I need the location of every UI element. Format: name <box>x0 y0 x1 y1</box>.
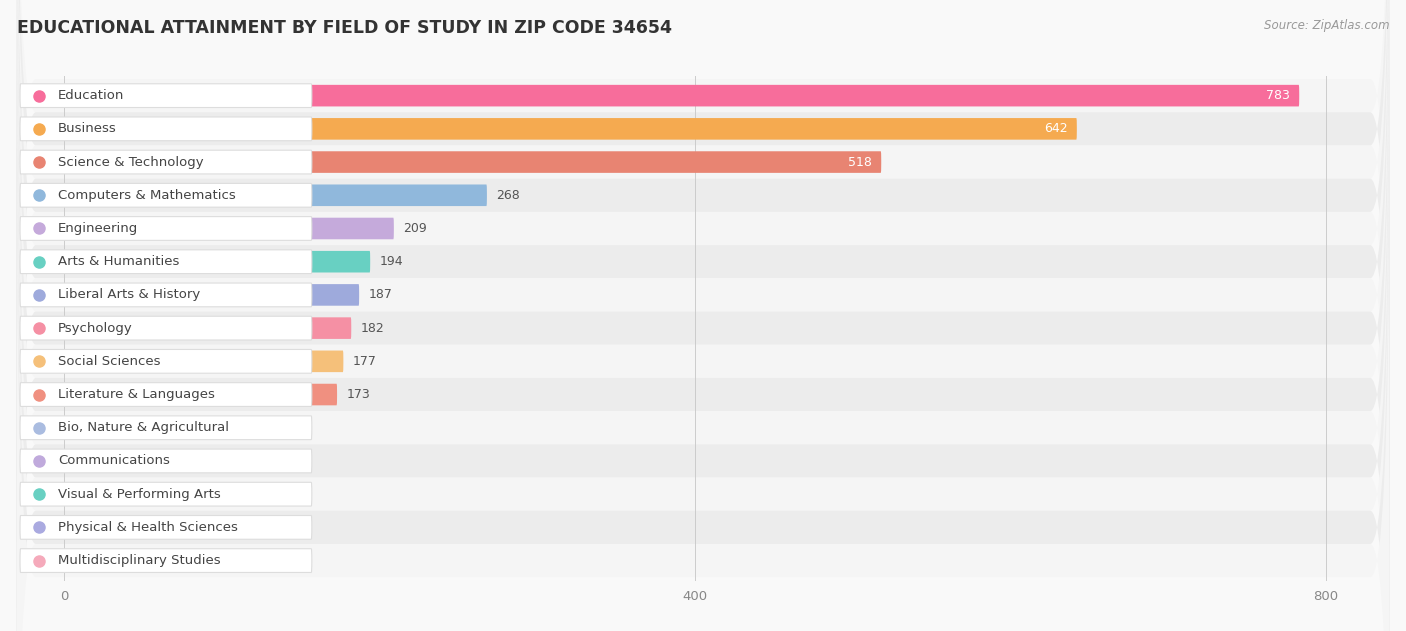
FancyBboxPatch shape <box>17 13 1389 631</box>
FancyBboxPatch shape <box>65 417 271 439</box>
Text: 642: 642 <box>1043 122 1067 136</box>
FancyBboxPatch shape <box>65 450 215 472</box>
FancyBboxPatch shape <box>20 150 312 174</box>
FancyBboxPatch shape <box>65 550 156 572</box>
FancyBboxPatch shape <box>17 46 1389 631</box>
FancyBboxPatch shape <box>65 151 882 173</box>
FancyBboxPatch shape <box>20 316 312 340</box>
FancyBboxPatch shape <box>20 382 312 406</box>
Text: Communications: Communications <box>58 454 170 468</box>
FancyBboxPatch shape <box>20 250 312 274</box>
Text: 518: 518 <box>848 156 872 168</box>
FancyBboxPatch shape <box>17 0 1389 577</box>
FancyBboxPatch shape <box>17 146 1389 631</box>
Text: Arts & Humanities: Arts & Humanities <box>58 255 179 268</box>
FancyBboxPatch shape <box>65 483 193 505</box>
FancyBboxPatch shape <box>20 549 312 572</box>
Text: 81: 81 <box>201 488 218 500</box>
Text: Visual & Performing Arts: Visual & Performing Arts <box>58 488 221 500</box>
FancyBboxPatch shape <box>20 482 312 506</box>
Text: 209: 209 <box>404 222 427 235</box>
Text: 194: 194 <box>380 255 404 268</box>
Text: Literature & Languages: Literature & Languages <box>58 388 215 401</box>
FancyBboxPatch shape <box>17 0 1389 610</box>
Text: 131: 131 <box>280 422 304 434</box>
Text: Business: Business <box>58 122 117 136</box>
FancyBboxPatch shape <box>17 0 1389 631</box>
FancyBboxPatch shape <box>20 283 312 307</box>
FancyBboxPatch shape <box>65 85 1299 107</box>
FancyBboxPatch shape <box>20 184 312 207</box>
FancyBboxPatch shape <box>20 350 312 373</box>
FancyBboxPatch shape <box>65 251 370 273</box>
Text: Liberal Arts & History: Liberal Arts & History <box>58 288 200 302</box>
FancyBboxPatch shape <box>65 317 352 339</box>
FancyBboxPatch shape <box>65 384 337 405</box>
FancyBboxPatch shape <box>65 118 1077 139</box>
Text: Social Sciences: Social Sciences <box>58 355 160 368</box>
Text: 58: 58 <box>165 554 181 567</box>
FancyBboxPatch shape <box>65 351 343 372</box>
Text: 67: 67 <box>180 521 195 534</box>
FancyBboxPatch shape <box>17 0 1389 478</box>
Text: 182: 182 <box>361 322 384 334</box>
Text: 177: 177 <box>353 355 377 368</box>
FancyBboxPatch shape <box>20 84 312 107</box>
Text: EDUCATIONAL ATTAINMENT BY FIELD OF STUDY IN ZIP CODE 34654: EDUCATIONAL ATTAINMENT BY FIELD OF STUDY… <box>17 19 672 37</box>
FancyBboxPatch shape <box>20 117 312 141</box>
Text: Engineering: Engineering <box>58 222 138 235</box>
FancyBboxPatch shape <box>65 184 486 206</box>
FancyBboxPatch shape <box>17 0 1389 631</box>
Text: Source: ZipAtlas.com: Source: ZipAtlas.com <box>1264 19 1389 32</box>
FancyBboxPatch shape <box>65 218 394 239</box>
FancyBboxPatch shape <box>20 449 312 473</box>
FancyBboxPatch shape <box>17 0 1389 631</box>
FancyBboxPatch shape <box>20 516 312 540</box>
Text: Computers & Mathematics: Computers & Mathematics <box>58 189 236 202</box>
Text: Bio, Nature & Agricultural: Bio, Nature & Agricultural <box>58 422 229 434</box>
Text: Psychology: Psychology <box>58 322 132 334</box>
FancyBboxPatch shape <box>17 79 1389 631</box>
FancyBboxPatch shape <box>17 112 1389 631</box>
FancyBboxPatch shape <box>17 179 1389 631</box>
Text: Science & Technology: Science & Technology <box>58 156 204 168</box>
FancyBboxPatch shape <box>17 0 1389 544</box>
FancyBboxPatch shape <box>20 416 312 440</box>
FancyBboxPatch shape <box>17 0 1389 631</box>
Text: Multidisciplinary Studies: Multidisciplinary Studies <box>58 554 221 567</box>
Text: 783: 783 <box>1265 89 1289 102</box>
FancyBboxPatch shape <box>65 517 170 538</box>
FancyBboxPatch shape <box>65 284 359 305</box>
Text: 268: 268 <box>496 189 520 202</box>
FancyBboxPatch shape <box>17 0 1389 510</box>
Text: 187: 187 <box>368 288 392 302</box>
Text: 96: 96 <box>225 454 240 468</box>
Text: 173: 173 <box>346 388 370 401</box>
Text: Education: Education <box>58 89 124 102</box>
Text: Physical & Health Sciences: Physical & Health Sciences <box>58 521 238 534</box>
FancyBboxPatch shape <box>20 216 312 240</box>
